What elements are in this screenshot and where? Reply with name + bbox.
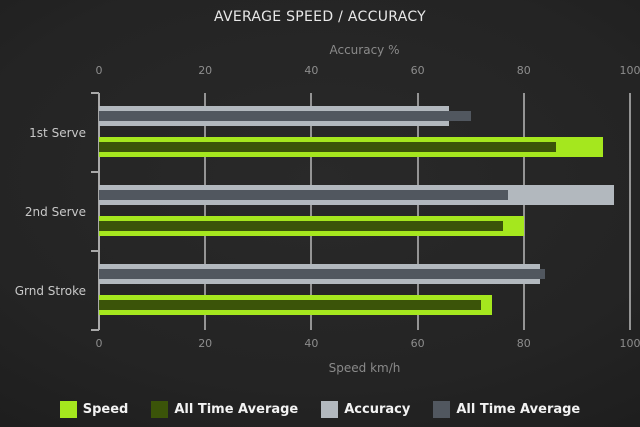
bottom-axis-tick-label: 20 xyxy=(198,337,213,350)
category-boundary-tick xyxy=(91,171,99,173)
legend-item-accuracy-current: Accuracy xyxy=(321,400,411,418)
bottom-axis-tick-label: 60 xyxy=(410,337,425,350)
gridline xyxy=(204,93,207,330)
bottom-axis-label: Speed km/h xyxy=(328,361,401,375)
top-axis-tick-label: 60 xyxy=(410,64,425,77)
legend-swatch-accuracy-current xyxy=(321,400,339,418)
gridline xyxy=(98,93,100,330)
bar-speed-average-grnd-stroke xyxy=(99,300,482,310)
bottom-axis-tick-label: 100 xyxy=(619,337,640,350)
legend-label: Speed xyxy=(82,401,129,417)
bottom-axis-tick-label: 40 xyxy=(304,337,319,350)
bottom-axis-tick-label: 80 xyxy=(516,337,531,350)
category-boundary-tick xyxy=(91,329,99,331)
category-label-grnd-stroke: Grnd Stroke xyxy=(14,283,86,298)
gridline xyxy=(310,93,313,330)
gridline xyxy=(522,93,525,330)
chart-legend: Speed All Time Average Accuracy All Time Av… xyxy=(0,397,640,421)
legend-label: Accuracy xyxy=(344,401,411,417)
bar-accuracy-average-2nd-serve xyxy=(99,190,508,200)
bottom-axis-tick-label: 0 xyxy=(95,337,103,350)
legend-swatch-speed-average xyxy=(151,400,169,418)
category-boundary-tick xyxy=(91,250,99,252)
gridline xyxy=(416,93,419,330)
chart-title: AVERAGE SPEED / ACCURACY xyxy=(213,9,427,25)
top-axis-tick-label: 20 xyxy=(198,64,213,77)
bar-accuracy-average-1st-serve xyxy=(99,111,471,121)
top-axis-tick-label: 40 xyxy=(304,64,319,77)
bar-speed-average-1st-serve xyxy=(99,142,556,152)
gridline xyxy=(629,93,631,330)
legend-label: All Time Average xyxy=(174,401,299,417)
category-label-2nd-serve: 2nd Serve xyxy=(24,204,86,219)
legend-swatch-accuracy-average xyxy=(433,400,451,418)
legend-item-speed-average: All Time Average xyxy=(151,400,299,418)
bar-accuracy-average-grnd-stroke xyxy=(99,269,546,279)
top-axis-tick-label: 0 xyxy=(95,64,103,77)
bar-speed-average-2nd-serve xyxy=(99,221,503,231)
legend-item-accuracy-average: All Time Average xyxy=(433,400,581,418)
top-axis-tick-label: 100 xyxy=(619,64,640,77)
top-axis-label: Accuracy % xyxy=(329,43,400,57)
top-axis-tick-label: 80 xyxy=(516,64,531,77)
legend-label: All Time Average xyxy=(456,401,581,417)
category-label-1st-serve: 1st Serve xyxy=(29,125,86,140)
legend-item-speed-current: Speed xyxy=(59,400,129,418)
category-boundary-tick xyxy=(91,92,99,94)
legend-swatch-speed-current xyxy=(59,400,77,418)
